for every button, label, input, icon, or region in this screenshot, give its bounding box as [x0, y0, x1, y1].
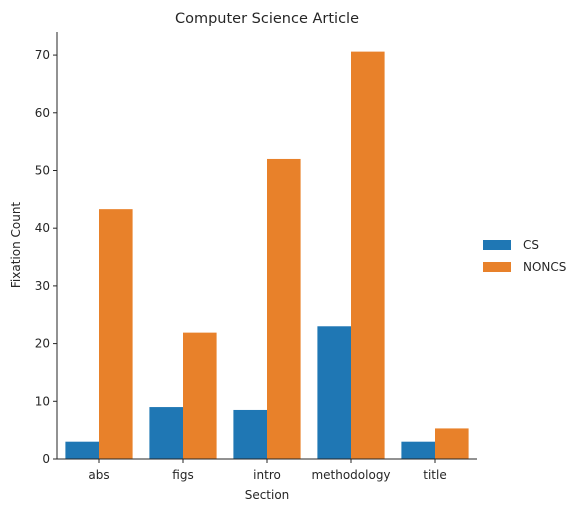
y-tick-label: 0: [42, 452, 50, 466]
y-tick-label: 40: [35, 221, 50, 235]
bar-cs-intro: [233, 409, 267, 459]
legend: CS NONCS: [483, 238, 566, 274]
bar-noncs-methodology: [351, 51, 385, 460]
bar-cs-abs: [65, 441, 99, 459]
x-tick-label: intro: [253, 468, 281, 482]
y-tick-label: 70: [35, 48, 50, 62]
bar-cs-figs: [149, 407, 183, 459]
legend-swatch-cs: [483, 240, 511, 250]
bar-cs-methodology: [317, 326, 351, 459]
y-tick-label: 10: [35, 394, 50, 408]
y-tick-label: 30: [35, 279, 50, 293]
legend-label-cs: CS: [523, 238, 539, 252]
legend-label-noncs: NONCS: [523, 260, 566, 274]
plot-area: [65, 51, 469, 460]
y-tick-label: 50: [35, 163, 50, 177]
y-axis: 0 10 20 30 40 50 60 70: [35, 32, 58, 466]
x-axis-title: Section: [245, 488, 290, 502]
x-axis: abs figs intro methodology title: [57, 458, 477, 482]
bar-noncs-figs: [183, 332, 217, 459]
bar-noncs-abs: [99, 209, 133, 459]
x-tick-label: abs: [88, 468, 109, 482]
bar-cs-title: [401, 441, 435, 459]
y-tick-label: 60: [35, 106, 50, 120]
bar-noncs-intro: [267, 158, 301, 459]
legend-swatch-noncs: [483, 262, 511, 272]
y-axis-title: Fixation Count: [9, 202, 23, 289]
bar-noncs-title: [435, 428, 469, 459]
x-tick-label: figs: [172, 468, 193, 482]
y-tick-label: 20: [35, 337, 50, 351]
chart-title: Computer Science Article: [175, 11, 359, 27]
x-tick-label: methodology: [311, 468, 390, 482]
x-tick-label: title: [423, 468, 446, 482]
